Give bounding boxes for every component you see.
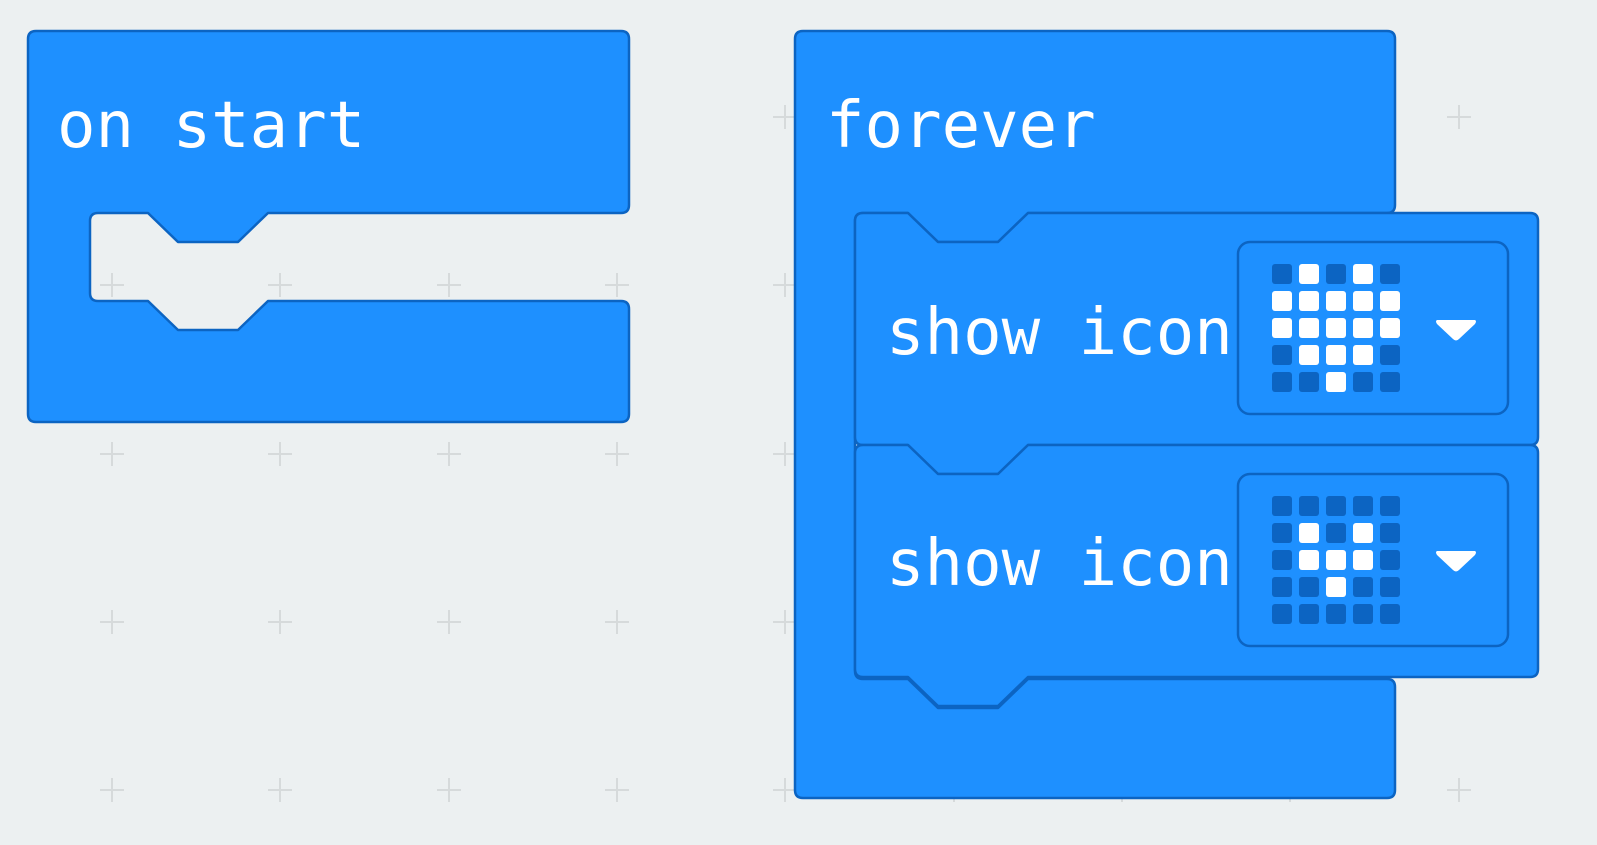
grid-plus-mark xyxy=(268,778,292,802)
triangle-down-icon[interactable] xyxy=(1436,551,1476,572)
led-off xyxy=(1380,577,1400,597)
grid-plus-mark xyxy=(773,610,797,634)
led-off xyxy=(1380,523,1400,543)
led-off xyxy=(1380,550,1400,570)
led-off xyxy=(1380,372,1400,392)
led-off xyxy=(1380,264,1400,284)
led-off xyxy=(1380,345,1400,365)
led-off xyxy=(1326,604,1346,624)
led-grid-small-heart-icon xyxy=(1272,496,1400,624)
led-on xyxy=(1299,318,1319,338)
led-off xyxy=(1353,577,1373,597)
grid-plus-mark xyxy=(268,610,292,634)
grid-plus-mark xyxy=(437,778,461,802)
grid-plus-mark xyxy=(100,273,124,297)
grid-plus-mark xyxy=(437,442,461,466)
led-off xyxy=(1272,577,1292,597)
grid-plus-mark xyxy=(268,273,292,297)
led-on xyxy=(1353,318,1373,338)
led-off xyxy=(1326,496,1346,516)
led-on xyxy=(1299,523,1319,543)
grid-plus-mark xyxy=(773,105,797,129)
led-on xyxy=(1353,523,1373,543)
led-on xyxy=(1380,318,1400,338)
led-on xyxy=(1326,550,1346,570)
show-icon-block[interactable]: show icon xyxy=(853,211,1540,476)
grid-plus-mark xyxy=(605,273,629,297)
forever-block[interactable]: forever show icon show icon xyxy=(793,29,1540,800)
led-on xyxy=(1353,264,1373,284)
icon-field[interactable] xyxy=(1236,472,1510,648)
led-on xyxy=(1299,550,1319,570)
led-off xyxy=(1380,604,1400,624)
led-on xyxy=(1326,291,1346,311)
led-off xyxy=(1299,496,1319,516)
grid-plus-mark xyxy=(1447,778,1471,802)
grid-plus-mark xyxy=(268,442,292,466)
led-off xyxy=(1299,577,1319,597)
grid-plus-mark xyxy=(773,273,797,297)
led-on xyxy=(1299,264,1319,284)
led-off xyxy=(1272,264,1292,284)
on-start-label: on start xyxy=(57,89,365,163)
led-off xyxy=(1272,496,1292,516)
led-off xyxy=(1272,372,1292,392)
on-start-block[interactable]: on start xyxy=(26,29,631,424)
grid-plus-mark xyxy=(773,442,797,466)
grid-plus-mark xyxy=(605,442,629,466)
led-grid-heart-icon xyxy=(1272,264,1400,392)
grid-plus-mark xyxy=(100,778,124,802)
grid-plus-mark xyxy=(100,442,124,466)
led-on xyxy=(1326,345,1346,365)
led-off xyxy=(1299,372,1319,392)
led-off xyxy=(1380,496,1400,516)
show-icon-block[interactable]: show icon xyxy=(853,443,1540,708)
led-on xyxy=(1380,291,1400,311)
led-off xyxy=(1299,604,1319,624)
grid-plus-mark xyxy=(1447,105,1471,129)
led-on xyxy=(1299,291,1319,311)
led-off xyxy=(1272,345,1292,365)
led-off xyxy=(1353,604,1373,624)
led-on xyxy=(1272,291,1292,311)
show-icon-label: show icon xyxy=(886,527,1233,601)
on-start-block-shape[interactable] xyxy=(26,29,631,424)
forever-label: forever xyxy=(826,89,1096,163)
grid-plus-mark xyxy=(437,610,461,634)
led-on xyxy=(1272,318,1292,338)
led-off xyxy=(1326,264,1346,284)
show-icon-label: show icon xyxy=(886,296,1233,370)
forever-block-shape[interactable] xyxy=(793,29,1397,800)
led-on xyxy=(1326,372,1346,392)
led-on xyxy=(1326,318,1346,338)
led-on xyxy=(1353,291,1373,311)
triangle-down-icon[interactable] xyxy=(1436,320,1476,341)
icon-field[interactable] xyxy=(1236,240,1510,416)
grid-plus-mark xyxy=(773,778,797,802)
led-on xyxy=(1353,550,1373,570)
led-off xyxy=(1272,604,1292,624)
led-off xyxy=(1272,523,1292,543)
grid-plus-mark xyxy=(100,610,124,634)
led-off xyxy=(1272,550,1292,570)
led-on xyxy=(1299,345,1319,365)
grid-plus-mark xyxy=(605,778,629,802)
led-off xyxy=(1353,372,1373,392)
grid-plus-mark xyxy=(437,273,461,297)
led-off xyxy=(1353,496,1373,516)
grid-plus-mark xyxy=(605,610,629,634)
led-on xyxy=(1326,577,1346,597)
led-on xyxy=(1353,345,1373,365)
led-off xyxy=(1326,523,1346,543)
